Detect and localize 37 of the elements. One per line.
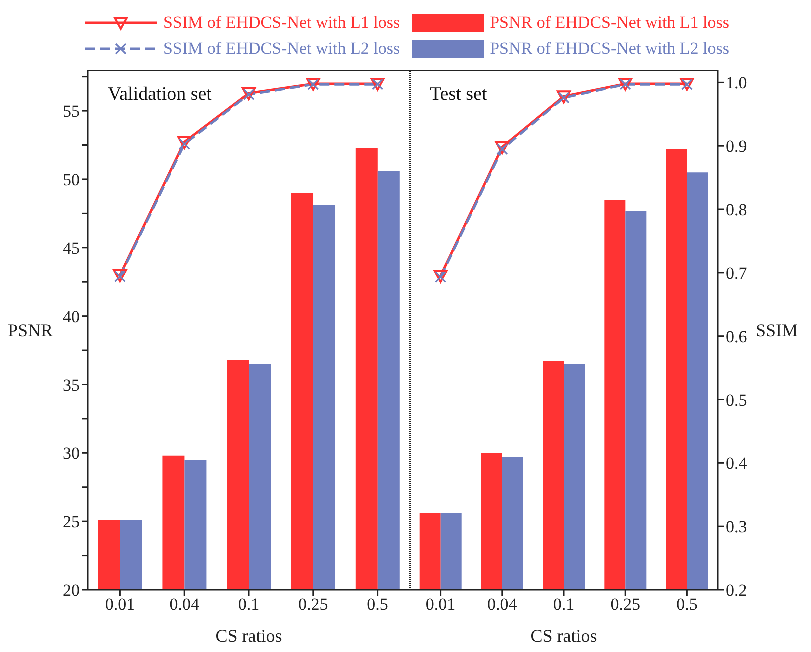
legend-label: SSIM of EHDCS-Net with L1 loss [163, 13, 400, 33]
x-tick-label: 0.01 [426, 595, 456, 614]
y2-axis-title: SSIM [756, 320, 798, 340]
x-tick-label: 0.01 [105, 595, 136, 614]
y2-tick-label: 0.8 [726, 200, 748, 220]
legend-label: PSNR of EHDCS-Net with L1 loss [490, 13, 730, 33]
y2-tick-label: 1.0 [726, 74, 748, 93]
x-tick-label: 0.04 [488, 595, 518, 614]
x-tick-label: 0.1 [553, 595, 575, 614]
y-tick-label: 25 [63, 512, 80, 532]
x-tick-label: 0.1 [238, 595, 260, 614]
y-tick-label: 40 [63, 307, 80, 326]
y2-tick-label: 0.9 [726, 137, 748, 156]
annotation: Validation set [108, 84, 212, 106]
y-tick-label: 30 [63, 444, 80, 464]
x-axis-title: CS ratios [216, 626, 282, 646]
y-tick-label: 50 [63, 170, 80, 190]
y2-tick-label: 0.4 [726, 454, 748, 474]
y2-tick-label: 0.7 [726, 264, 748, 283]
legend-label: PSNR of EHDCS-Net with L2 loss [490, 39, 730, 59]
x-tick-label: 0.04 [170, 595, 200, 614]
y-axis-title: PSNR [8, 320, 54, 340]
x-tick-label: 0.5 [367, 595, 388, 614]
x-axis-title: CS ratios [530, 626, 598, 646]
y-tick-label: 55 [63, 102, 80, 122]
y2-tick-label: 0.2 [726, 581, 748, 600]
y2-tick-label: 0.6 [726, 327, 748, 346]
x-tick-label: 0.25 [610, 595, 640, 614]
y-tick-label: 35 [63, 376, 80, 395]
legend-label: SSIM of EHDCS-Net with L2 loss [163, 39, 400, 59]
y2-tick-label: 0.3 [726, 518, 748, 537]
y-tick-label: 20 [63, 581, 80, 600]
y-tick-label: 45 [63, 238, 80, 258]
annotation: Test set [430, 84, 488, 106]
x-tick-label: 0.25 [298, 595, 328, 614]
y2-tick-label: 0.5 [726, 390, 748, 410]
x-tick-label: 0.5 [676, 595, 698, 614]
